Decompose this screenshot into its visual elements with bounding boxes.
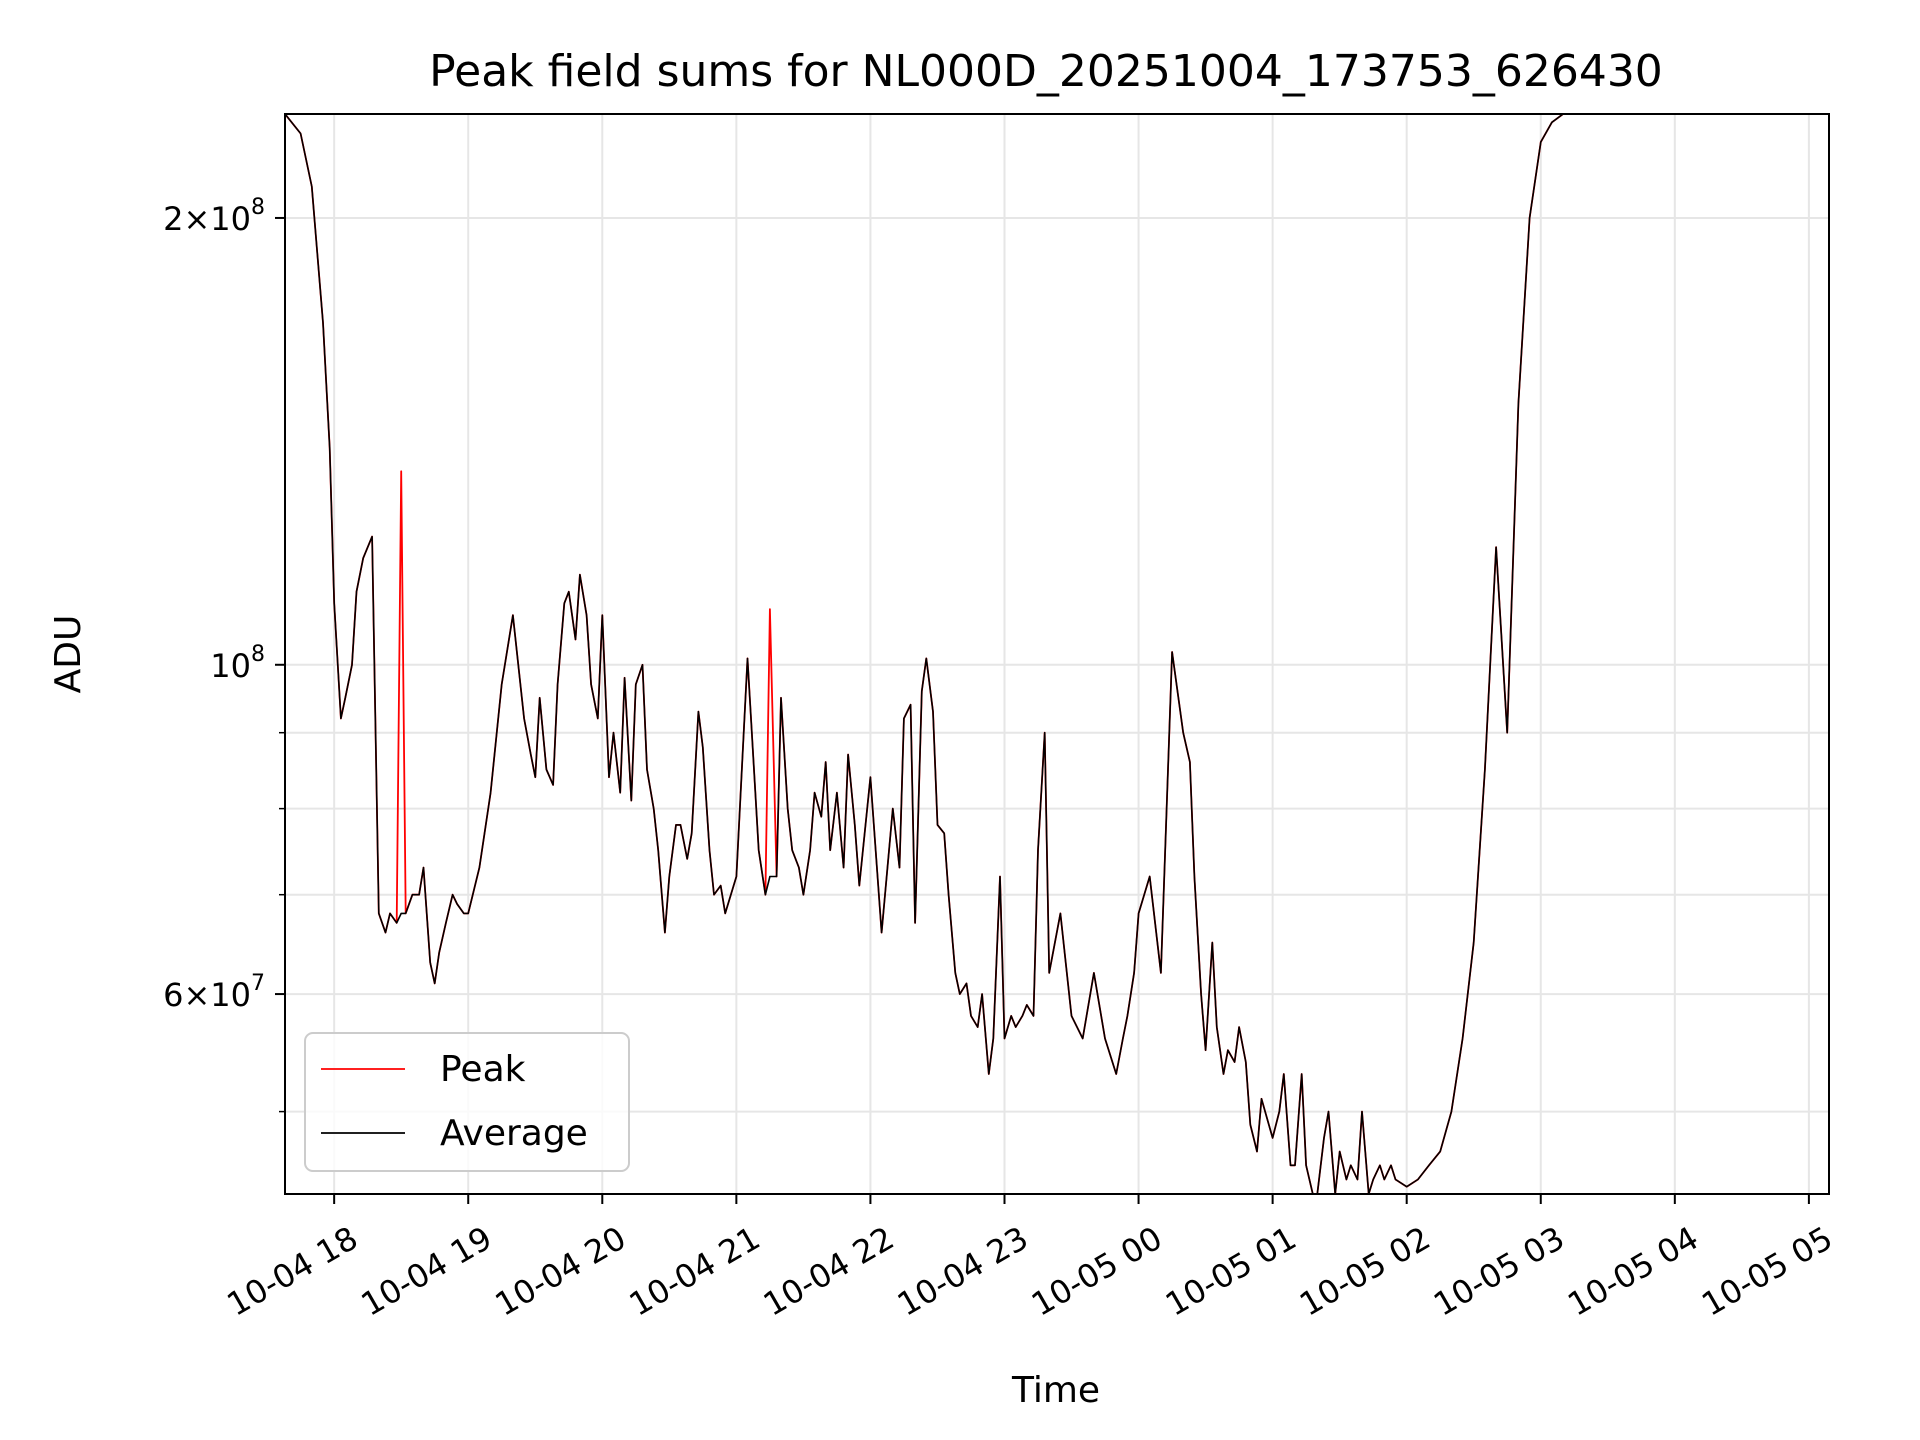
x-tick-label: 10-04 20: [489, 1219, 633, 1324]
x-tick-label: 10-04 18: [221, 1219, 365, 1324]
y-axis-label: ADU: [48, 615, 89, 694]
x-axis-label: Time: [1011, 1370, 1100, 1411]
x-tick-label: 10-05 03: [1427, 1219, 1571, 1324]
x-tick-label: 10-05 01: [1159, 1219, 1303, 1324]
legend-peak-label: Peak: [440, 1049, 526, 1090]
plot-frame: [284, 113, 1830, 1195]
chart-title: Peak field sums for NL000D_20251004_1737…: [429, 46, 1663, 97]
y-tick-label: 108: [210, 642, 265, 685]
x-tick-label: 10-04 23: [891, 1219, 1035, 1324]
plot-area: [284, 113, 1830, 1195]
series-group: [285, 114, 1564, 1194]
y-tick-label: 2×108: [163, 195, 265, 238]
series-line-average: [285, 114, 1564, 1194]
x-tick-label: 10-04 22: [757, 1219, 901, 1324]
legend-box: [304, 1032, 630, 1172]
x-tick-label: 10-04 19: [355, 1219, 499, 1324]
grid: [285, 114, 1829, 1194]
x-tick-label: 10-04 21: [623, 1219, 767, 1324]
x-tick-label: 10-05 04: [1561, 1219, 1705, 1324]
y-tick-label: 6×107: [163, 971, 265, 1014]
legend: Peak Average: [304, 1032, 630, 1172]
legend-average-label: Average: [440, 1113, 588, 1154]
x-tick-label: 10-05 05: [1695, 1219, 1839, 1324]
x-tick-label: 10-05 00: [1025, 1219, 1169, 1324]
x-tick-label: 10-05 02: [1293, 1219, 1437, 1324]
y-axis: 2×108 108 6×107: [163, 195, 285, 1113]
